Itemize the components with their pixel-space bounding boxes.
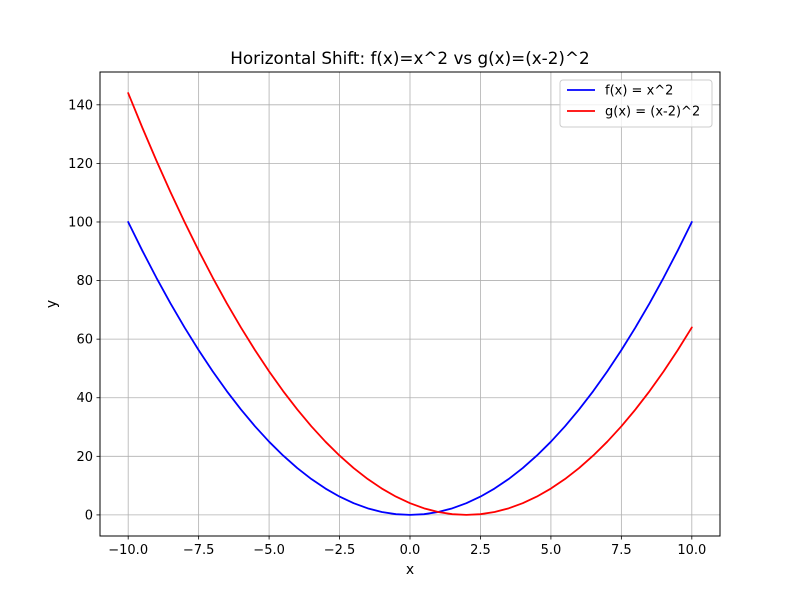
series-line-f	[127, 221, 693, 516]
x-tick-label: 2.5	[470, 543, 491, 558]
x-tick-label: 0.0	[400, 543, 421, 558]
y-axis: 0 20 40 60 80 100 120 140	[68, 98, 100, 523]
y-axis-label: y	[44, 300, 60, 308]
x-tick-label: −10.0	[108, 543, 148, 558]
series-line-g	[127, 92, 693, 516]
x-tick-label: −7.5	[183, 543, 215, 558]
y-tick-label: 40	[76, 391, 93, 406]
x-axis-label: x	[406, 562, 414, 578]
y-tick-label: 0	[85, 508, 93, 523]
series-lines	[127, 92, 693, 516]
legend-label: f(x) = x^2	[605, 84, 673, 99]
y-tick-label: 60	[76, 333, 93, 348]
legend: f(x) = x^2 g(x) = (x-2)^2	[559, 79, 713, 128]
legend-box	[559, 79, 713, 128]
x-tick-label: −2.5	[324, 543, 356, 558]
legend-label: g(x) = (x-2)^2	[605, 105, 700, 120]
x-axis: −10.0 −7.5 −5.0 −2.5 0.0 2.5 5.0 7.5 10.0	[108, 536, 706, 558]
chart-title: Horizontal Shift: f(x)=x^2 vs g(x)=(x-2)…	[230, 48, 589, 68]
y-tick-label: 140	[68, 98, 93, 113]
x-tick-label: 10.0	[677, 543, 706, 558]
x-tick-label: 5.0	[541, 543, 562, 558]
x-tick-label: −5.0	[253, 543, 285, 558]
y-tick-label: 80	[76, 274, 93, 289]
x-tick-label: 7.5	[611, 543, 632, 558]
y-tick-label: 20	[76, 450, 93, 465]
y-tick-label: 100	[68, 215, 93, 230]
y-tick-label: 120	[68, 157, 93, 172]
